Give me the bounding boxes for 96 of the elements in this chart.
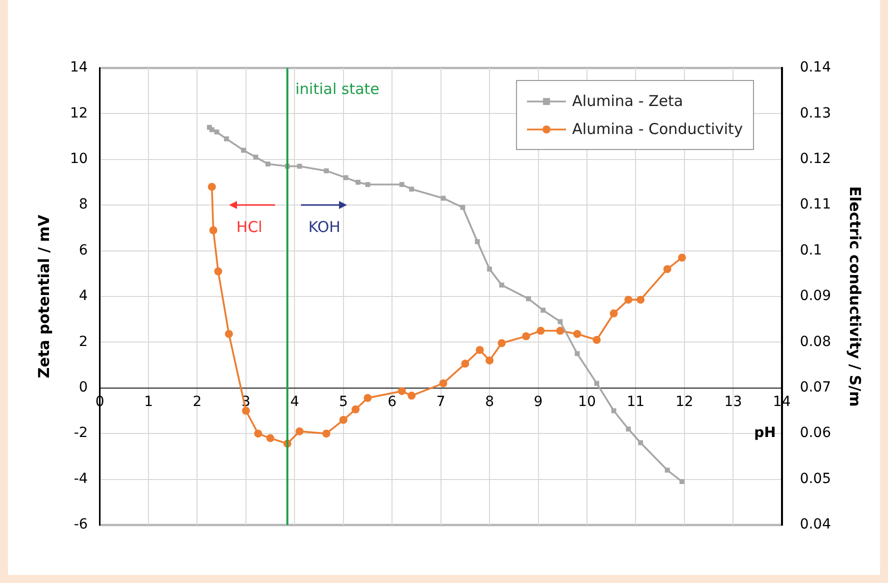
x-tick-label: 2 bbox=[192, 394, 202, 410]
point bbox=[365, 182, 370, 188]
point bbox=[214, 267, 222, 276]
x-axis-title: pH bbox=[754, 425, 776, 442]
point bbox=[499, 282, 504, 288]
point bbox=[296, 427, 304, 436]
point bbox=[536, 326, 545, 335]
y-tick-label: 0 bbox=[78, 380, 88, 396]
point bbox=[266, 434, 274, 442]
y-tick-label: 8 bbox=[78, 196, 88, 213]
x-tick-label: 8 bbox=[485, 394, 494, 410]
point bbox=[224, 136, 229, 142]
y2-axis-title: Electric conductivity / S/m bbox=[846, 186, 864, 407]
y2-tick-label: 0.13 bbox=[800, 105, 831, 122]
x-tick-label: 12 bbox=[675, 394, 694, 410]
point bbox=[678, 254, 686, 262]
point bbox=[352, 405, 360, 414]
y2-tick-label: 0.06 bbox=[800, 425, 832, 442]
point bbox=[324, 168, 329, 174]
y-tick-label: -2 bbox=[74, 425, 88, 442]
y2-tick-label: 0.11 bbox=[800, 196, 831, 213]
point bbox=[322, 430, 330, 438]
y-tick-label: 2 bbox=[78, 334, 88, 350]
point bbox=[439, 379, 448, 388]
point bbox=[241, 148, 246, 153]
x-tick-label: 9 bbox=[534, 394, 543, 410]
point bbox=[398, 387, 406, 396]
point bbox=[664, 468, 670, 473]
ref-line-label: initial state bbox=[295, 80, 380, 98]
point bbox=[297, 164, 302, 169]
point bbox=[339, 416, 348, 424]
y-tick-label: 4 bbox=[78, 288, 88, 304]
annotation: HCl bbox=[236, 218, 262, 236]
point bbox=[408, 392, 416, 400]
x-tick-label: 1 bbox=[144, 394, 153, 410]
point bbox=[522, 332, 530, 340]
y2-tick-label: 0.09 bbox=[800, 288, 831, 304]
y2-tick-label: 0.07 bbox=[800, 380, 831, 396]
point bbox=[592, 336, 601, 344]
y-tick-label: 14 bbox=[70, 60, 88, 76]
point bbox=[209, 127, 214, 132]
point bbox=[540, 308, 546, 313]
y-tick-label: 12 bbox=[70, 105, 88, 122]
point bbox=[253, 154, 258, 160]
x-tick-label: 11 bbox=[626, 394, 645, 410]
point bbox=[638, 440, 644, 446]
point bbox=[224, 330, 233, 338]
point bbox=[265, 161, 270, 166]
x-tick-label: 6 bbox=[388, 394, 397, 410]
point bbox=[461, 360, 470, 368]
point bbox=[636, 296, 645, 304]
point bbox=[526, 296, 531, 302]
y-tick-label: 10 bbox=[70, 151, 88, 168]
y-tick-label: 6 bbox=[78, 242, 88, 258]
point bbox=[626, 426, 631, 432]
y2-tick-label: 0.1 bbox=[800, 242, 822, 258]
point bbox=[208, 182, 216, 191]
point bbox=[343, 175, 348, 180]
point bbox=[409, 186, 414, 192]
y2-tick-label: 0.08 bbox=[800, 334, 831, 350]
point bbox=[214, 130, 220, 134]
point bbox=[558, 319, 563, 324]
point bbox=[399, 182, 404, 188]
point bbox=[498, 339, 506, 348]
y2-tick-label: 0.12 bbox=[800, 151, 831, 168]
x-tick-label: 7 bbox=[436, 394, 446, 410]
legend-label: Alumina - Zeta bbox=[572, 92, 684, 110]
point bbox=[487, 266, 492, 272]
point bbox=[574, 351, 580, 356]
y-axis-title: Zeta potential / mV bbox=[34, 214, 53, 378]
y-tick-label: -4 bbox=[74, 470, 88, 487]
point bbox=[474, 239, 480, 244]
legend-label: Alumina - Conductivity bbox=[572, 120, 743, 138]
y-tick-label: -6 bbox=[74, 516, 88, 533]
point bbox=[610, 309, 618, 318]
point bbox=[356, 180, 360, 185]
point bbox=[663, 265, 672, 274]
x-tick-label: 10 bbox=[578, 394, 596, 410]
point bbox=[476, 346, 484, 354]
point bbox=[624, 296, 632, 304]
point bbox=[254, 430, 262, 438]
y2-tick-label: 0.04 bbox=[800, 516, 832, 533]
point bbox=[573, 330, 582, 338]
point bbox=[209, 226, 218, 234]
y2-tick-label: 0.05 bbox=[800, 470, 831, 487]
x-tick-label: 4 bbox=[290, 394, 300, 410]
y2-tick-label: 0.14 bbox=[800, 60, 832, 76]
point bbox=[460, 204, 466, 210]
x-tick-label: 5 bbox=[338, 394, 348, 410]
point bbox=[364, 394, 372, 402]
x-tick-label: 13 bbox=[724, 394, 742, 410]
point bbox=[486, 356, 494, 364]
annotation: KOH bbox=[308, 218, 340, 236]
point bbox=[679, 479, 684, 484]
point bbox=[594, 380, 600, 386]
point bbox=[556, 326, 564, 335]
